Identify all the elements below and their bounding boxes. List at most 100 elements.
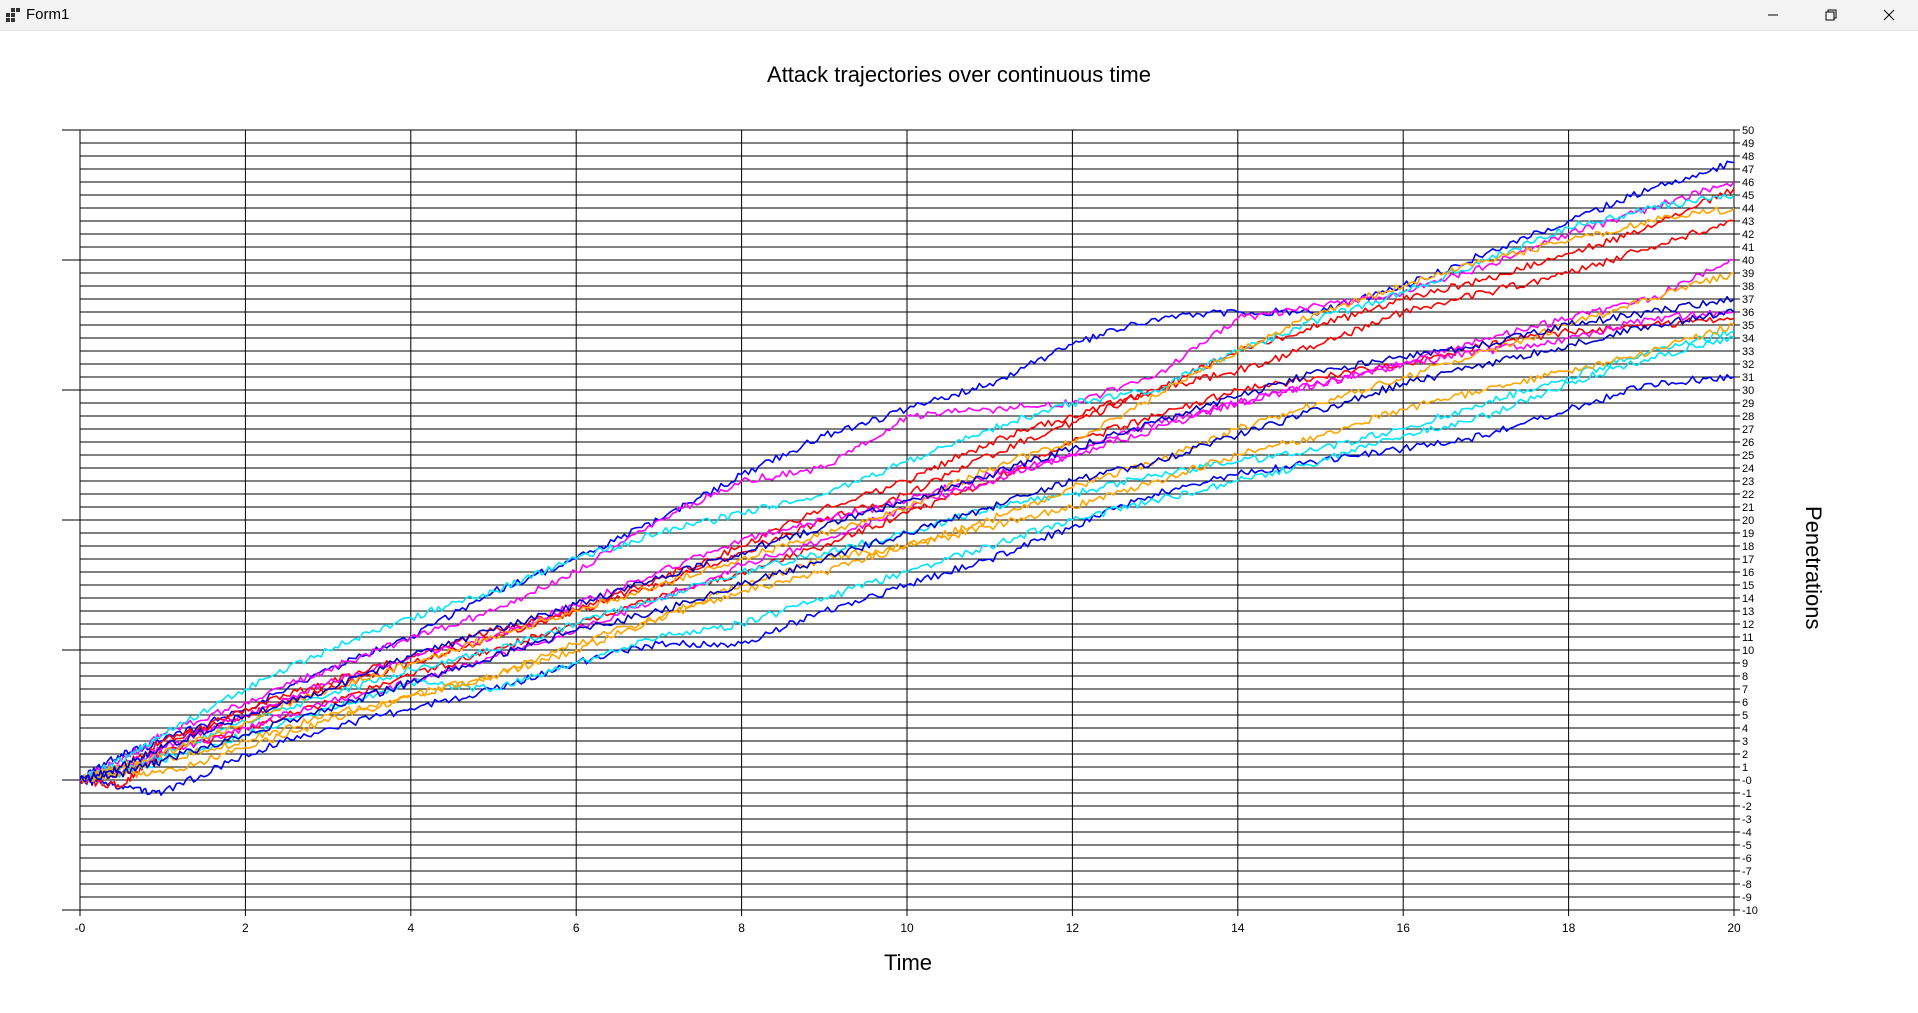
y-tick-label: 15 (1742, 580, 1754, 592)
x-tick-label: 18 (1562, 921, 1576, 935)
y-tick-label: 45 (1742, 190, 1754, 202)
series-line (79, 295, 1735, 781)
y-tick-label: 47 (1742, 164, 1754, 176)
series-line (79, 272, 1735, 784)
y-tick-label: 22 (1742, 489, 1754, 501)
y-tick-label: 32 (1742, 359, 1754, 371)
y-tick-label: 50 (1742, 125, 1754, 137)
y-tick-label: -4 (1742, 827, 1752, 839)
series-line (79, 206, 1735, 781)
axis-ticks: 5049484746454443424140393837363534333231… (75, 125, 1758, 935)
y-tick-label: 25 (1742, 450, 1754, 462)
y-tick-label: 29 (1742, 398, 1754, 410)
y-tick-label: 39 (1742, 268, 1754, 280)
y-tick-label: 41 (1742, 242, 1754, 254)
x-axis-label: Time (883, 950, 933, 975)
y-tick-label: 48 (1742, 151, 1754, 163)
y-tick-label: 8 (1742, 671, 1748, 683)
y-tick-label: 7 (1742, 684, 1748, 696)
y-tick-label: 37 (1742, 294, 1754, 306)
y-tick-label: 9 (1742, 658, 1748, 670)
minimize-button[interactable] (1744, 0, 1802, 30)
x-tick-label: 2 (242, 921, 249, 935)
y-tick-label: 5 (1742, 710, 1748, 722)
y-tick-label: 34 (1742, 333, 1754, 345)
series-line (79, 188, 1735, 789)
x-tick-label: 20 (1727, 921, 1741, 935)
series-line (79, 329, 1735, 783)
y-tick-label: 30 (1742, 385, 1754, 397)
x-tick-label: 14 (1231, 921, 1245, 935)
y-tick-label: -2 (1742, 801, 1752, 813)
series-line (79, 160, 1735, 784)
y-tick-label: 24 (1742, 463, 1754, 475)
y-tick-label: 23 (1742, 476, 1754, 488)
y-tick-label: 44 (1742, 203, 1754, 215)
y-tick-label: 10 (1742, 645, 1754, 657)
chart-title: Attack trajectories over continuous time (767, 62, 1151, 87)
x-tick-label: 6 (573, 921, 580, 935)
series-line (79, 193, 1735, 781)
y-tick-label: -6 (1742, 853, 1752, 865)
series-lines (79, 160, 1735, 796)
y-tick-label: 36 (1742, 307, 1754, 319)
minimize-icon (1768, 14, 1778, 16)
restore-icon (1825, 9, 1837, 21)
x-tick-label: 12 (1066, 921, 1080, 935)
y-tick-label: 21 (1742, 502, 1754, 514)
y-tick-label: -1 (1742, 788, 1752, 800)
y-tick-label: -3 (1742, 814, 1752, 826)
series-line (79, 322, 1735, 783)
x-tick-label: 16 (1397, 921, 1411, 935)
plot-frame (62, 129, 1735, 911)
y-tick-label: 42 (1742, 229, 1754, 241)
y-tick-label: 33 (1742, 346, 1754, 358)
window-titlebar: Form1 (0, 0, 1918, 31)
y-tick-label: 35 (1742, 320, 1754, 332)
close-button[interactable] (1860, 0, 1918, 30)
y-tick-label: 13 (1742, 606, 1754, 618)
series-line (79, 181, 1735, 782)
y-tick-label: -0 (1742, 775, 1752, 787)
y-tick-label: -5 (1742, 840, 1752, 852)
x-tick-label: 8 (738, 921, 745, 935)
x-tick-label: 4 (407, 921, 414, 935)
y-tick-label: 43 (1742, 216, 1754, 228)
series-line (79, 316, 1735, 783)
y-tick-label: 3 (1742, 736, 1748, 748)
y-tick-label: -7 (1742, 866, 1752, 878)
y-tick-label: 16 (1742, 567, 1754, 579)
y-tick-label: -9 (1742, 892, 1752, 904)
y-tick-label: -8 (1742, 879, 1752, 891)
y-tick-label: 14 (1742, 593, 1754, 605)
y-tick-label: 11 (1742, 632, 1753, 644)
y-tick-label: 38 (1742, 281, 1754, 293)
y-tick-label: 26 (1742, 437, 1754, 449)
grid-lines (79, 129, 1735, 911)
series-line (79, 219, 1735, 783)
plot-border (79, 129, 1735, 911)
y-tick-label: 2 (1742, 749, 1748, 761)
restore-button[interactable] (1802, 0, 1860, 30)
y-tick-label: 1 (1742, 762, 1748, 774)
y-tick-label: 4 (1742, 723, 1748, 735)
window-title: Form1 (26, 6, 70, 23)
series-line (79, 308, 1735, 784)
x-tick-label: -0 (75, 921, 86, 935)
series-line (79, 373, 1735, 796)
y-tick-label: 27 (1742, 424, 1754, 436)
x-tick-label: 10 (900, 921, 914, 935)
y-tick-label: 28 (1742, 411, 1754, 423)
y-tick-label: 31 (1742, 372, 1754, 384)
y-axis-label: Penetrations (1801, 506, 1826, 630)
y-tick-label: 20 (1742, 515, 1754, 527)
y-tick-label: 40 (1742, 255, 1754, 267)
y-tick-label: 19 (1742, 528, 1754, 540)
series-line (79, 335, 1735, 781)
app-icon (6, 8, 20, 22)
close-icon (1883, 9, 1895, 21)
y-tick-label: -10 (1742, 905, 1758, 917)
y-tick-label: 12 (1742, 619, 1754, 631)
y-tick-label: 49 (1742, 138, 1754, 150)
